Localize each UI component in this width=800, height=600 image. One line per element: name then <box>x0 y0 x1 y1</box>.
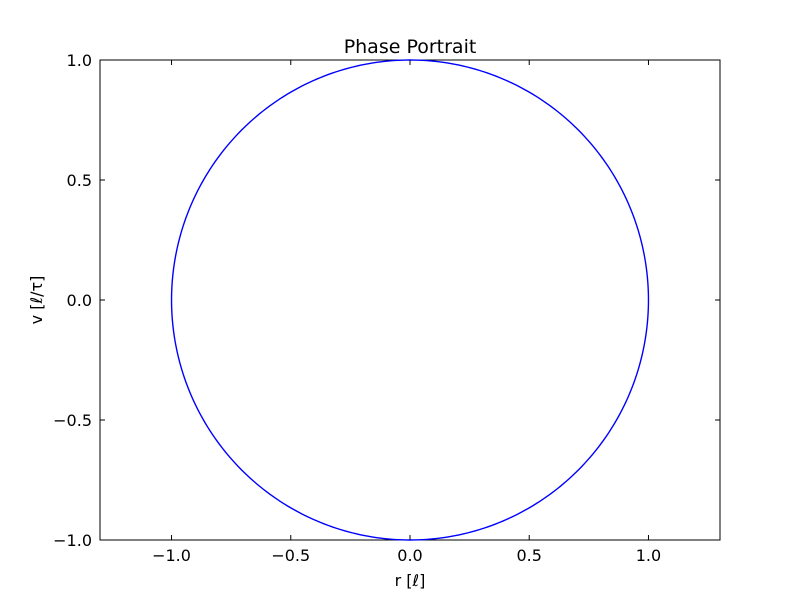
y-tick-label: 1.0 <box>67 51 92 70</box>
plot-frame <box>99 59 721 541</box>
series-layer <box>170 59 650 541</box>
x-tick-label: 0.5 <box>517 546 542 565</box>
x-tick-label: −0.5 <box>271 546 310 565</box>
y-axis-label: v [ℓ/τ] <box>27 276 46 325</box>
x-axis-label: r [ℓ] <box>395 571 426 590</box>
tick-layer: −1.0 −0.5 0.0 0.5 1.0 −1.0 −0.5 0.0 0.5 1.0 <box>53 51 720 565</box>
chart-title: Phase Portrait <box>344 36 477 58</box>
y-tick-label: −1.0 <box>53 531 92 550</box>
y-tick-label: 0.0 <box>67 291 92 310</box>
x-tick-label: −1.0 <box>152 546 191 565</box>
x-tick-label: 1.0 <box>636 546 661 565</box>
series-line-0 <box>170 59 650 541</box>
y-tick-label: −0.5 <box>53 411 92 430</box>
x-tick-label: 0.0 <box>397 546 422 565</box>
y-tick-label: 0.5 <box>67 171 92 190</box>
